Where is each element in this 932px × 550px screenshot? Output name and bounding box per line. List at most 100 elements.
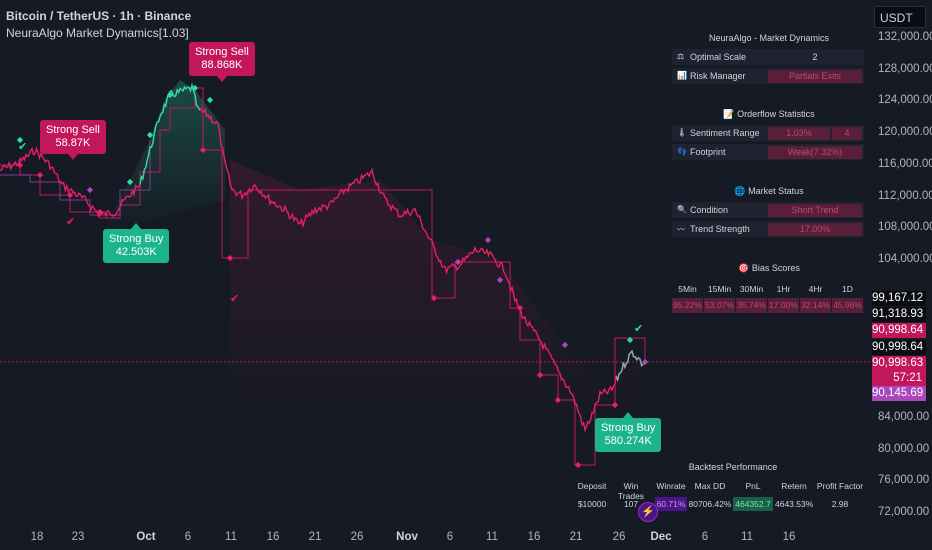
y-tick-label: 72,000.00 xyxy=(878,506,930,518)
footprint-row: 👣 Footprint Weak(7.32%) xyxy=(672,144,864,160)
sentiment-range-count: 4 xyxy=(832,127,862,140)
dart-icon: 🎯 xyxy=(738,263,752,273)
backtest-value: 4643.53% xyxy=(775,499,814,509)
signal-dot xyxy=(484,236,492,244)
bull-glow xyxy=(110,80,225,230)
backtest-header: Max DD xyxy=(694,481,726,491)
x-tick-label: Nov xyxy=(396,531,418,543)
signal-dot xyxy=(36,171,44,179)
orderflow-title-text: Orderflow Statistics xyxy=(737,109,815,119)
condition-label: Condition xyxy=(690,205,729,215)
market-status-title: 🌐 Market Status xyxy=(672,186,866,197)
y-tick-label: 104,000.00 xyxy=(878,253,932,265)
symbol-title[interactable]: Bitcoin / TetherUS · 1h · Binance xyxy=(6,9,192,23)
check-icon: ✔ xyxy=(230,292,239,305)
x-tick-label: 16 xyxy=(782,531,796,543)
bias-header: 1D xyxy=(842,284,853,294)
check-icon: ✔ xyxy=(66,215,75,228)
signal-dot xyxy=(16,136,24,144)
bias-value: 32.14% xyxy=(800,298,831,313)
bias-value: 95.22% xyxy=(672,298,703,313)
backtest-header: Retern xyxy=(781,481,807,491)
panel-title: NeuraAlgo - Market Dynamics xyxy=(708,33,830,43)
chart-icon: 📊 xyxy=(677,71,687,80)
footprint-label: Footprint xyxy=(690,147,726,157)
y-tick-label: 132,000.00 xyxy=(878,31,932,43)
backtest-title: Backtest Performance xyxy=(688,462,778,472)
risk-manager-value: Partials Exits xyxy=(768,70,862,83)
y-tick-label: 84,000.00 xyxy=(878,411,930,423)
price-tag: 57:21 xyxy=(872,371,926,386)
x-tick-label: 16 xyxy=(527,531,541,543)
bias-header: 4Hr xyxy=(808,284,823,294)
secondary-level-line xyxy=(0,140,151,216)
magnifier-icon: 🔍 xyxy=(677,205,687,214)
signal-dot xyxy=(206,96,214,104)
thermometer-icon: 🌡 xyxy=(677,128,688,137)
x-tick-label: Oct xyxy=(136,531,156,543)
chart-header: Bitcoin / TetherUS · 1h · Binance NeuraA… xyxy=(6,8,191,42)
bias-title-text: Bias Scores xyxy=(751,263,800,273)
signal-value: 42.503K xyxy=(115,246,157,258)
signal-title: Strong Buy xyxy=(109,233,164,245)
signal-dot xyxy=(496,276,504,284)
signal-dot xyxy=(96,208,104,216)
y-tick-label: 124,000.00 xyxy=(878,94,932,106)
signal-dot xyxy=(574,461,582,469)
bias-title: 🎯 Bias Scores xyxy=(672,263,866,274)
y-tick-label: 120,000.00 xyxy=(878,126,932,138)
x-tick-label: 11 xyxy=(486,531,498,543)
memo-icon: 📝 xyxy=(723,109,738,119)
strong-sell-signal: Strong Sell 58.87K xyxy=(40,120,106,160)
signal-value: 58.87K xyxy=(55,137,91,149)
bolt-icon[interactable]: ⚡ xyxy=(638,502,658,522)
y-tick-label: 128,000.00 xyxy=(878,63,932,75)
price-tag: 90,145.69 xyxy=(872,386,926,401)
scale-icon: ⚖ xyxy=(677,52,685,61)
condition-value: Short Trend xyxy=(768,204,862,217)
footprint-icon: 👣 xyxy=(677,147,687,156)
backtest-header: PnL xyxy=(745,481,761,491)
x-tick-label: 11 xyxy=(741,531,753,543)
x-tick-label: 6 xyxy=(446,531,454,543)
check-icon: ✔ xyxy=(634,322,643,335)
optimal-scale-row: ⚖ Optimal Scale 2 xyxy=(672,49,864,65)
footprint-value: Weak(7.32%) xyxy=(768,146,862,159)
y-tick-label: 112,000.00 xyxy=(878,190,932,202)
x-tick-label: 18 xyxy=(30,531,44,543)
risk-manager-row: 📊 Risk Manager Partials Exits xyxy=(672,68,864,84)
signal-dot xyxy=(226,254,234,262)
signal-dot xyxy=(199,146,207,154)
price-tag: 90,998.63 xyxy=(872,356,926,371)
strong-buy-signal: Strong Buy 42.503K xyxy=(103,223,170,263)
backtest-value: 60.71% xyxy=(655,497,687,511)
bias-value: 35.74% xyxy=(736,298,767,313)
bias-value: 53.07% xyxy=(704,298,735,313)
indicator-title[interactable]: NeuraAlgo Market Dynamics[1.03] xyxy=(6,26,189,40)
backtest-header: Winrate xyxy=(656,481,686,491)
backtest-value: 107 xyxy=(623,499,639,509)
x-tick-label: 21 xyxy=(569,531,583,543)
market-status-title-text: Market Status xyxy=(748,186,804,196)
bias-header: 15Min xyxy=(707,284,732,294)
y-tick-label: 80,000.00 xyxy=(878,443,930,455)
signal-dot xyxy=(86,186,94,194)
signal-dot xyxy=(166,91,174,99)
trend-strength-row: 〰 Trend Strength 17.00% xyxy=(672,221,864,237)
optimal-scale-label: Optimal Scale xyxy=(690,52,747,62)
price-tag: 90,998.64 xyxy=(872,323,926,338)
signal-dots xyxy=(16,84,649,469)
currency-button[interactable]: USDT xyxy=(874,6,926,28)
y-tick-label: 108,000.00 xyxy=(878,221,932,233)
trend-strength-value: 17.00% xyxy=(768,223,862,236)
price-line xyxy=(0,82,644,433)
backtest-header: Profit Factor xyxy=(816,481,864,491)
signal-dot xyxy=(146,131,154,139)
optimal-scale-value: 2 xyxy=(812,52,818,62)
x-tick-label: 11 xyxy=(225,531,237,543)
signal-title: Strong Sell xyxy=(195,46,249,58)
risk-manager-label: Risk Manager xyxy=(690,71,746,81)
globe-icon: 🌐 xyxy=(734,186,749,196)
x-tick-label: 26 xyxy=(350,531,364,543)
